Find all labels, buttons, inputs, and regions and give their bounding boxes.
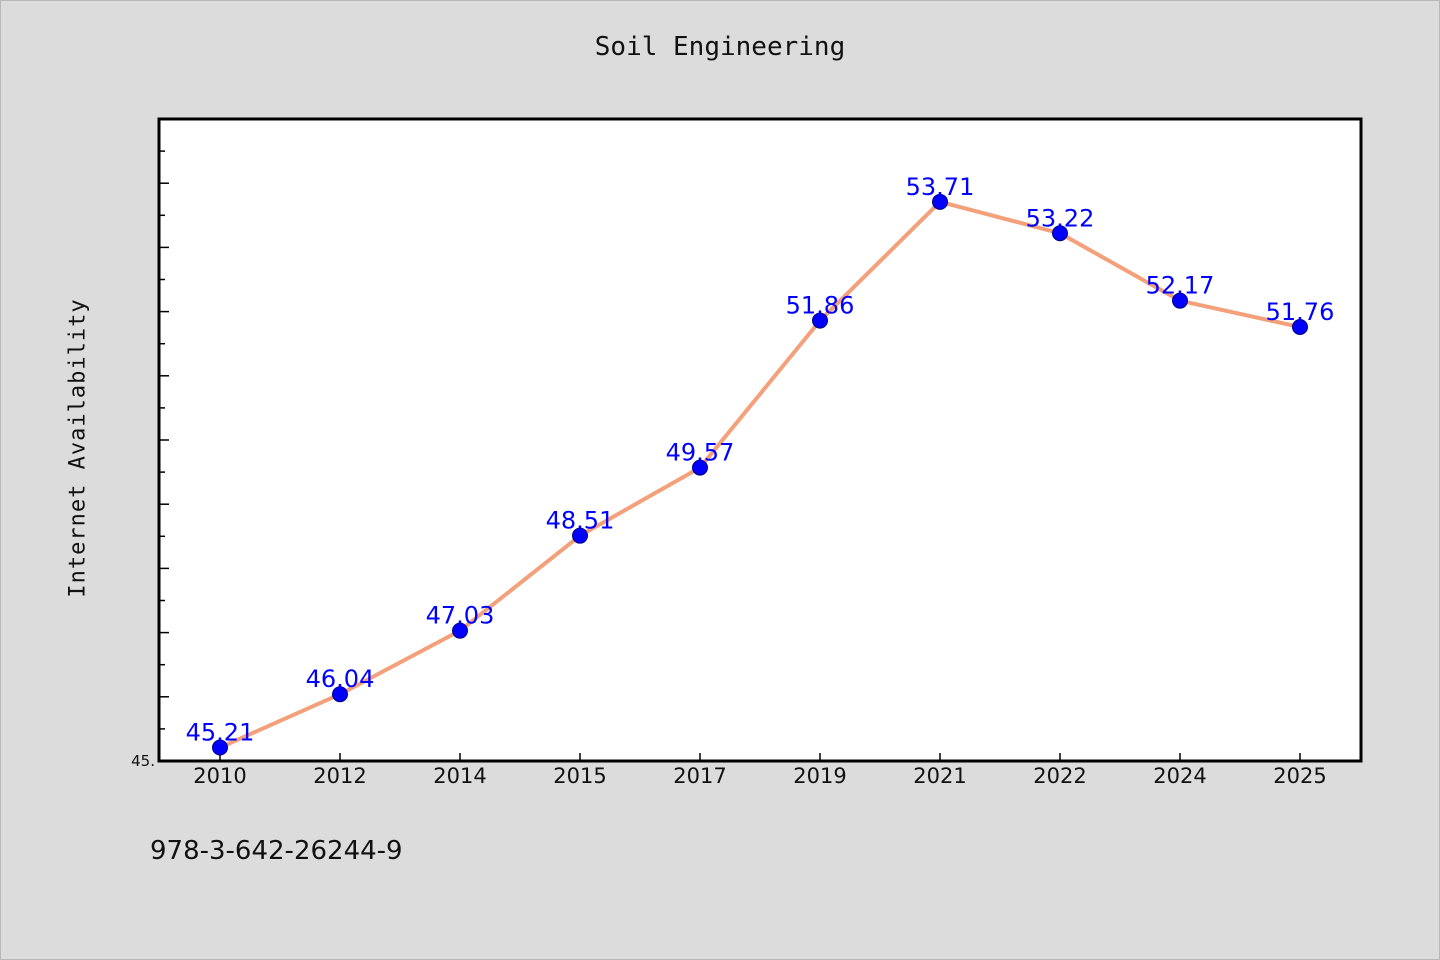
x-tick-label: 2025 bbox=[1273, 764, 1326, 788]
isbn-text: 978-3-642-26244-9 bbox=[150, 836, 403, 866]
x-tick-label: 2012 bbox=[313, 764, 366, 788]
x-tick-label: 2015 bbox=[553, 764, 606, 788]
data-points bbox=[212, 193, 1308, 756]
data-point bbox=[812, 312, 828, 329]
chart-title: Soil Engineering bbox=[594, 32, 846, 62]
data-label: 51.76 bbox=[1266, 298, 1335, 326]
data-point bbox=[212, 739, 228, 756]
data-label: 47.03 bbox=[426, 602, 495, 630]
data-label: 49.57 bbox=[666, 439, 735, 467]
x-tick-label: 2021 bbox=[913, 764, 966, 788]
x-tick-label: 2022 bbox=[1033, 764, 1086, 788]
data-point bbox=[452, 622, 468, 639]
data-point bbox=[932, 193, 948, 210]
data-point bbox=[1052, 225, 1068, 242]
data-label: 53.22 bbox=[1026, 204, 1095, 232]
x-axis: 2010 2012 2014 2015 2017 2019 2021 2022 2024 2025 bbox=[193, 753, 1327, 788]
x-tick-label: 2024 bbox=[1153, 764, 1206, 788]
data-label: 53.71 bbox=[906, 173, 975, 201]
data-point bbox=[692, 459, 708, 476]
x-tick-label: 2014 bbox=[433, 764, 486, 788]
x-tick-label: 2017 bbox=[673, 764, 726, 788]
y-min-tick-label: 45. bbox=[131, 752, 155, 770]
data-point bbox=[572, 527, 588, 544]
data-label: 52.17 bbox=[1146, 272, 1215, 300]
data-label: 46.04 bbox=[306, 665, 375, 693]
data-labels: 45.21 46.04 47.03 48.51 49.57 51.86 53.71 53.22… bbox=[186, 173, 1335, 747]
data-point bbox=[332, 686, 348, 703]
data-point bbox=[1172, 292, 1188, 309]
data-label: 51.86 bbox=[786, 292, 855, 320]
data-label: 48.51 bbox=[546, 507, 615, 535]
data-label: 45.21 bbox=[186, 719, 255, 747]
plot-border bbox=[157, 117, 1363, 763]
x-tick-label: 2019 bbox=[793, 764, 846, 788]
data-point bbox=[1292, 319, 1308, 336]
series-line bbox=[218, 199, 1302, 750]
plot-area bbox=[159, 119, 1361, 761]
x-tick-label: 2010 bbox=[193, 764, 246, 788]
